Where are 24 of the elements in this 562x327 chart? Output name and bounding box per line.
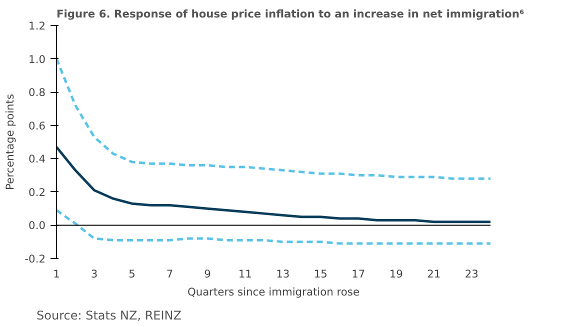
x-tick-label: 17 <box>352 268 366 280</box>
x-tick-label: 7 <box>166 268 174 280</box>
y-tick-label: 0.4 <box>28 152 46 166</box>
x-tick-label: 21 <box>427 268 441 280</box>
x-tick-label: 11 <box>238 268 252 280</box>
source-note: Source: Stats NZ, REINZ <box>36 308 182 322</box>
x-tick-label: 19 <box>389 268 404 280</box>
y-tick-label: 0.2 <box>28 186 46 199</box>
y-tick-label: 1.0 <box>28 52 46 66</box>
x-tick-label: 23 <box>464 268 478 280</box>
x-tick-label: 15 <box>314 268 328 280</box>
y-tick-label: 0.0 <box>28 219 46 232</box>
x-tick-label: 13 <box>276 268 290 280</box>
x-tick-label: 3 <box>90 268 98 280</box>
y-tick-label: -0.2 <box>24 252 46 266</box>
x-tick-label: 5 <box>128 268 136 280</box>
x-tick-label: 1 <box>53 268 60 280</box>
y-tick-label: 0.6 <box>28 119 46 132</box>
x-axis-title: Quarters since immigration rose <box>187 286 360 298</box>
y-tick-label: 1.2 <box>28 20 46 32</box>
x-tick-label: 9 <box>204 268 212 280</box>
y-tick-label: 0.8 <box>28 86 46 100</box>
y-axis-title: Percentage points <box>4 94 17 190</box>
chart-title: Figure 6. Response of house price inflation to an increase in net immigration⁶ <box>56 8 524 20</box>
